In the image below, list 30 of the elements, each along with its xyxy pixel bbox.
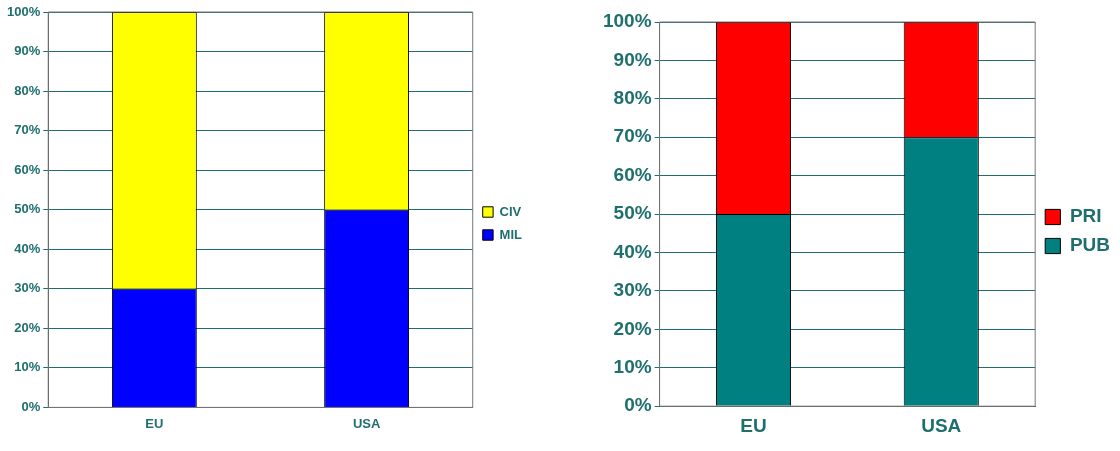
y-tick-label: 40% — [613, 240, 652, 262]
y-tick-label: 60% — [14, 161, 41, 177]
y-tick-label: 50% — [613, 202, 652, 224]
y-tick-label: 20% — [613, 317, 652, 339]
y-tick-label: 100% — [602, 10, 652, 32]
y-tick-label: 0% — [21, 398, 41, 414]
y-tick-label: 10% — [14, 359, 41, 375]
y-tick-label: 60% — [613, 163, 652, 185]
y-tick-label: 50% — [14, 201, 41, 217]
y-tick-label: 30% — [613, 279, 652, 301]
y-tick-label: 100% — [7, 3, 41, 19]
y-tick-label: 10% — [613, 356, 652, 378]
y-tick-label: 80% — [14, 82, 41, 98]
y-tick-label: 30% — [14, 280, 41, 296]
y-tick-label: 40% — [14, 240, 41, 256]
y-tick-label: 90% — [613, 48, 652, 70]
y-tick-label: 20% — [14, 319, 41, 335]
legend-label: PUB — [1069, 234, 1111, 256]
x-tick-label: USA — [921, 414, 962, 436]
y-tick-label: 90% — [14, 43, 41, 59]
y-tick-label: 80% — [613, 87, 652, 109]
x-tick-label: USA — [352, 415, 381, 431]
x-tick-label: EU — [740, 414, 767, 436]
y-tick-label: 70% — [613, 125, 652, 147]
legend-label: MIL — [499, 226, 523, 242]
legend-label: PRI — [1069, 205, 1102, 227]
legend-label: CIV — [499, 203, 522, 219]
y-tick-label: 0% — [624, 394, 652, 416]
x-tick-label: EU — [145, 415, 164, 431]
y-tick-label: 70% — [14, 122, 41, 138]
